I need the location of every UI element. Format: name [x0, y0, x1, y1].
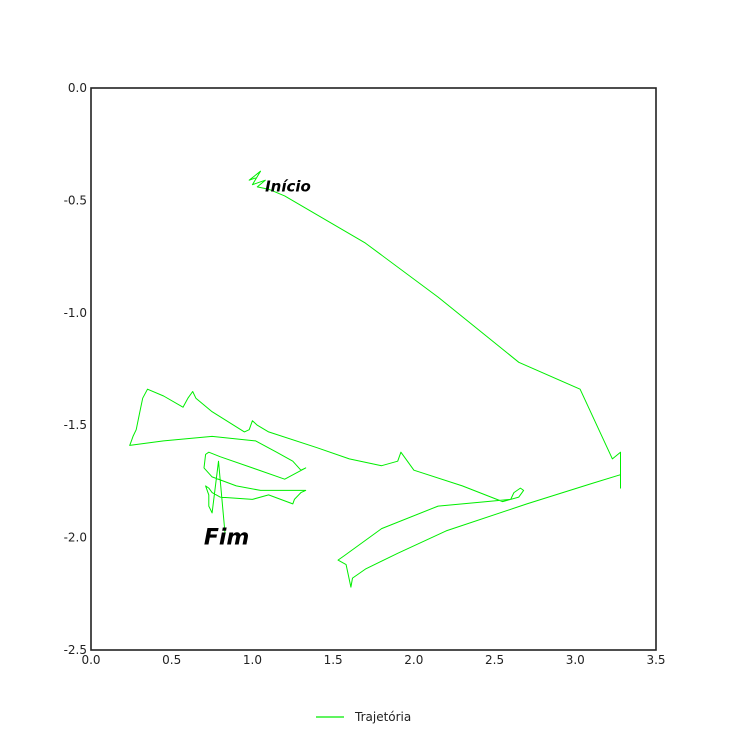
y-tick-label: -0.5: [64, 193, 87, 207]
y-tick-label: 0.0: [68, 81, 87, 95]
y-tick-label: -2.0: [64, 531, 87, 545]
x-tick-label: 1.0: [243, 653, 262, 667]
y-tick-label: -1.0: [64, 306, 87, 320]
legend-label-trajetoria: Trajetória: [354, 710, 411, 724]
x-tick-label: 2.5: [485, 653, 504, 667]
y-axis-ticks: 0.0 -0.5 -1.0 -1.5 -2.0 -2.5: [64, 81, 87, 657]
annotation-layer: Início Fim: [204, 177, 311, 550]
plot-layer: [129, 170, 621, 588]
y-tick-label: -1.5: [64, 418, 87, 432]
annotation-fim: Fim: [204, 525, 250, 550]
annotation-inicio: Início: [265, 177, 311, 195]
x-tick-label: 0.0: [81, 653, 100, 667]
x-tick-label: 1.5: [324, 653, 343, 667]
y-tick-label: -2.5: [64, 643, 87, 657]
x-tick-label: 3.0: [566, 653, 585, 667]
x-tick-label: 2.0: [404, 653, 423, 667]
x-tick-label: 0.5: [162, 653, 181, 667]
x-tick-label: 3.5: [646, 653, 665, 667]
legend: Trajetória: [316, 710, 411, 724]
x-axis-ticks: 0.0 0.5 1.0 1.5 2.0 2.5 3.0 3.5: [81, 653, 665, 667]
plot-frame: [90, 87, 657, 651]
series-line-trajetoria: [129, 170, 621, 588]
